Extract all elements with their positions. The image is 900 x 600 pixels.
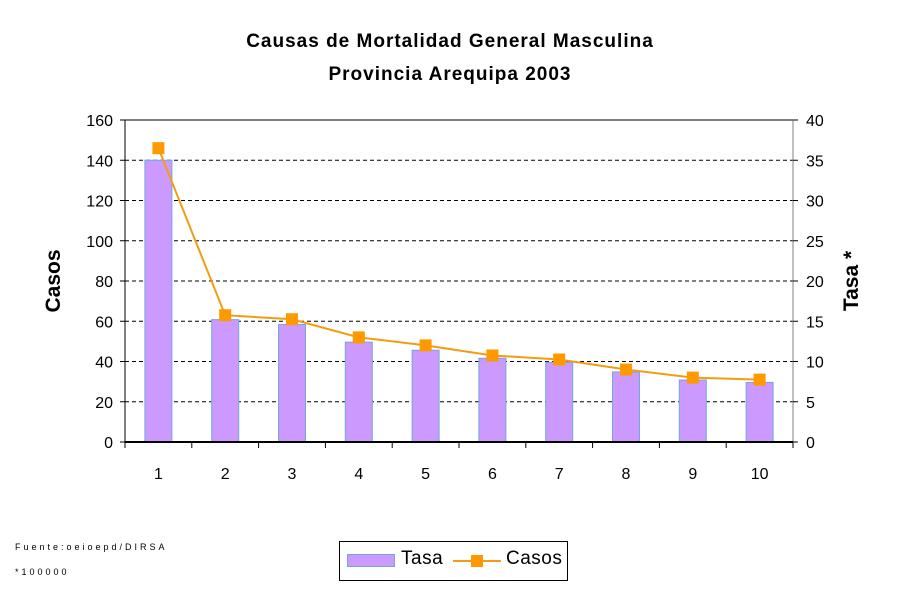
right-tick-label: 30 xyxy=(806,194,824,211)
left-tick-label: 120 xyxy=(86,194,113,211)
right-tick-label: 20 xyxy=(806,274,824,291)
casos-marker xyxy=(686,371,699,384)
left-axis-title: Casos xyxy=(42,249,65,312)
bar xyxy=(545,361,574,443)
casos-marker xyxy=(152,142,165,155)
left-tick-label: 40 xyxy=(95,355,113,372)
bar xyxy=(411,349,440,443)
x-tick-label: 1 xyxy=(154,466,163,483)
casos-marker xyxy=(352,331,365,344)
bar-series-tasa xyxy=(144,159,774,443)
left-tick-label: 160 xyxy=(86,113,113,130)
legend: Tasa Casos xyxy=(339,541,568,581)
x-tick-label: 2 xyxy=(221,466,230,483)
x-tick-label: 7 xyxy=(555,466,564,483)
right-tick-label: 40 xyxy=(806,113,824,130)
left-tick-label: 140 xyxy=(86,153,113,170)
x-tick-label: 3 xyxy=(288,466,297,483)
source-note: Fuente:oeioepd/DIRSA xyxy=(15,542,168,552)
casos-marker xyxy=(286,313,298,326)
line-series-casos xyxy=(152,142,766,386)
casos-marker xyxy=(620,363,632,376)
right-axis-ticks: 0 5 10 15 20 25 30 35 40 xyxy=(793,113,824,452)
x-tick-label: 5 xyxy=(421,466,430,483)
bar xyxy=(678,379,707,443)
chart-title: Causas de Mortalidad General Masculina xyxy=(246,31,654,52)
legend-label-casos: Casos xyxy=(506,548,563,569)
right-tick-label: 5 xyxy=(806,395,815,412)
left-tick-label: 100 xyxy=(86,234,113,251)
x-tick-label: 9 xyxy=(688,466,697,483)
bar xyxy=(478,357,507,443)
legend-label-tasa: Tasa xyxy=(401,548,444,569)
x-tick-label: 4 xyxy=(354,466,363,483)
left-tick-label: 60 xyxy=(95,314,113,331)
right-tick-label: 0 xyxy=(806,435,815,452)
x-tick-label: 6 xyxy=(488,466,497,483)
bar xyxy=(344,341,373,443)
legend-swatch-tasa xyxy=(347,554,395,567)
right-tick-label: 35 xyxy=(806,153,824,170)
rate-note: *100000 xyxy=(15,567,70,577)
casos-line xyxy=(157,147,760,381)
right-tick-label: 15 xyxy=(806,314,824,331)
casos-marker xyxy=(553,353,566,366)
left-tick-label: 20 xyxy=(95,395,113,412)
legend-marker-casos xyxy=(471,555,483,567)
casos-marker xyxy=(419,339,432,352)
right-axis-title: Tasa * xyxy=(840,250,863,311)
right-tick-label: 25 xyxy=(806,234,824,251)
bar xyxy=(278,323,306,443)
x-axis-ticks: 1 2 3 4 5 6 7 8 9 10 xyxy=(124,442,794,483)
bar xyxy=(612,371,640,443)
bar xyxy=(745,381,774,443)
casos-marker xyxy=(486,349,499,362)
right-tick-label: 10 xyxy=(806,355,824,372)
bar xyxy=(211,319,240,443)
chart-subtitle: Provincia Arequipa 2003 xyxy=(328,64,572,85)
left-axis-ticks: 0 20 40 60 80 100 120 140 160 xyxy=(86,113,125,452)
left-tick-label: 0 xyxy=(104,435,113,452)
casos-marker xyxy=(753,373,766,386)
x-tick-label: 10 xyxy=(751,466,769,483)
casos-marker xyxy=(219,309,232,322)
bar xyxy=(144,159,173,443)
left-tick-label: 80 xyxy=(95,274,113,291)
x-tick-label: 8 xyxy=(622,466,631,483)
